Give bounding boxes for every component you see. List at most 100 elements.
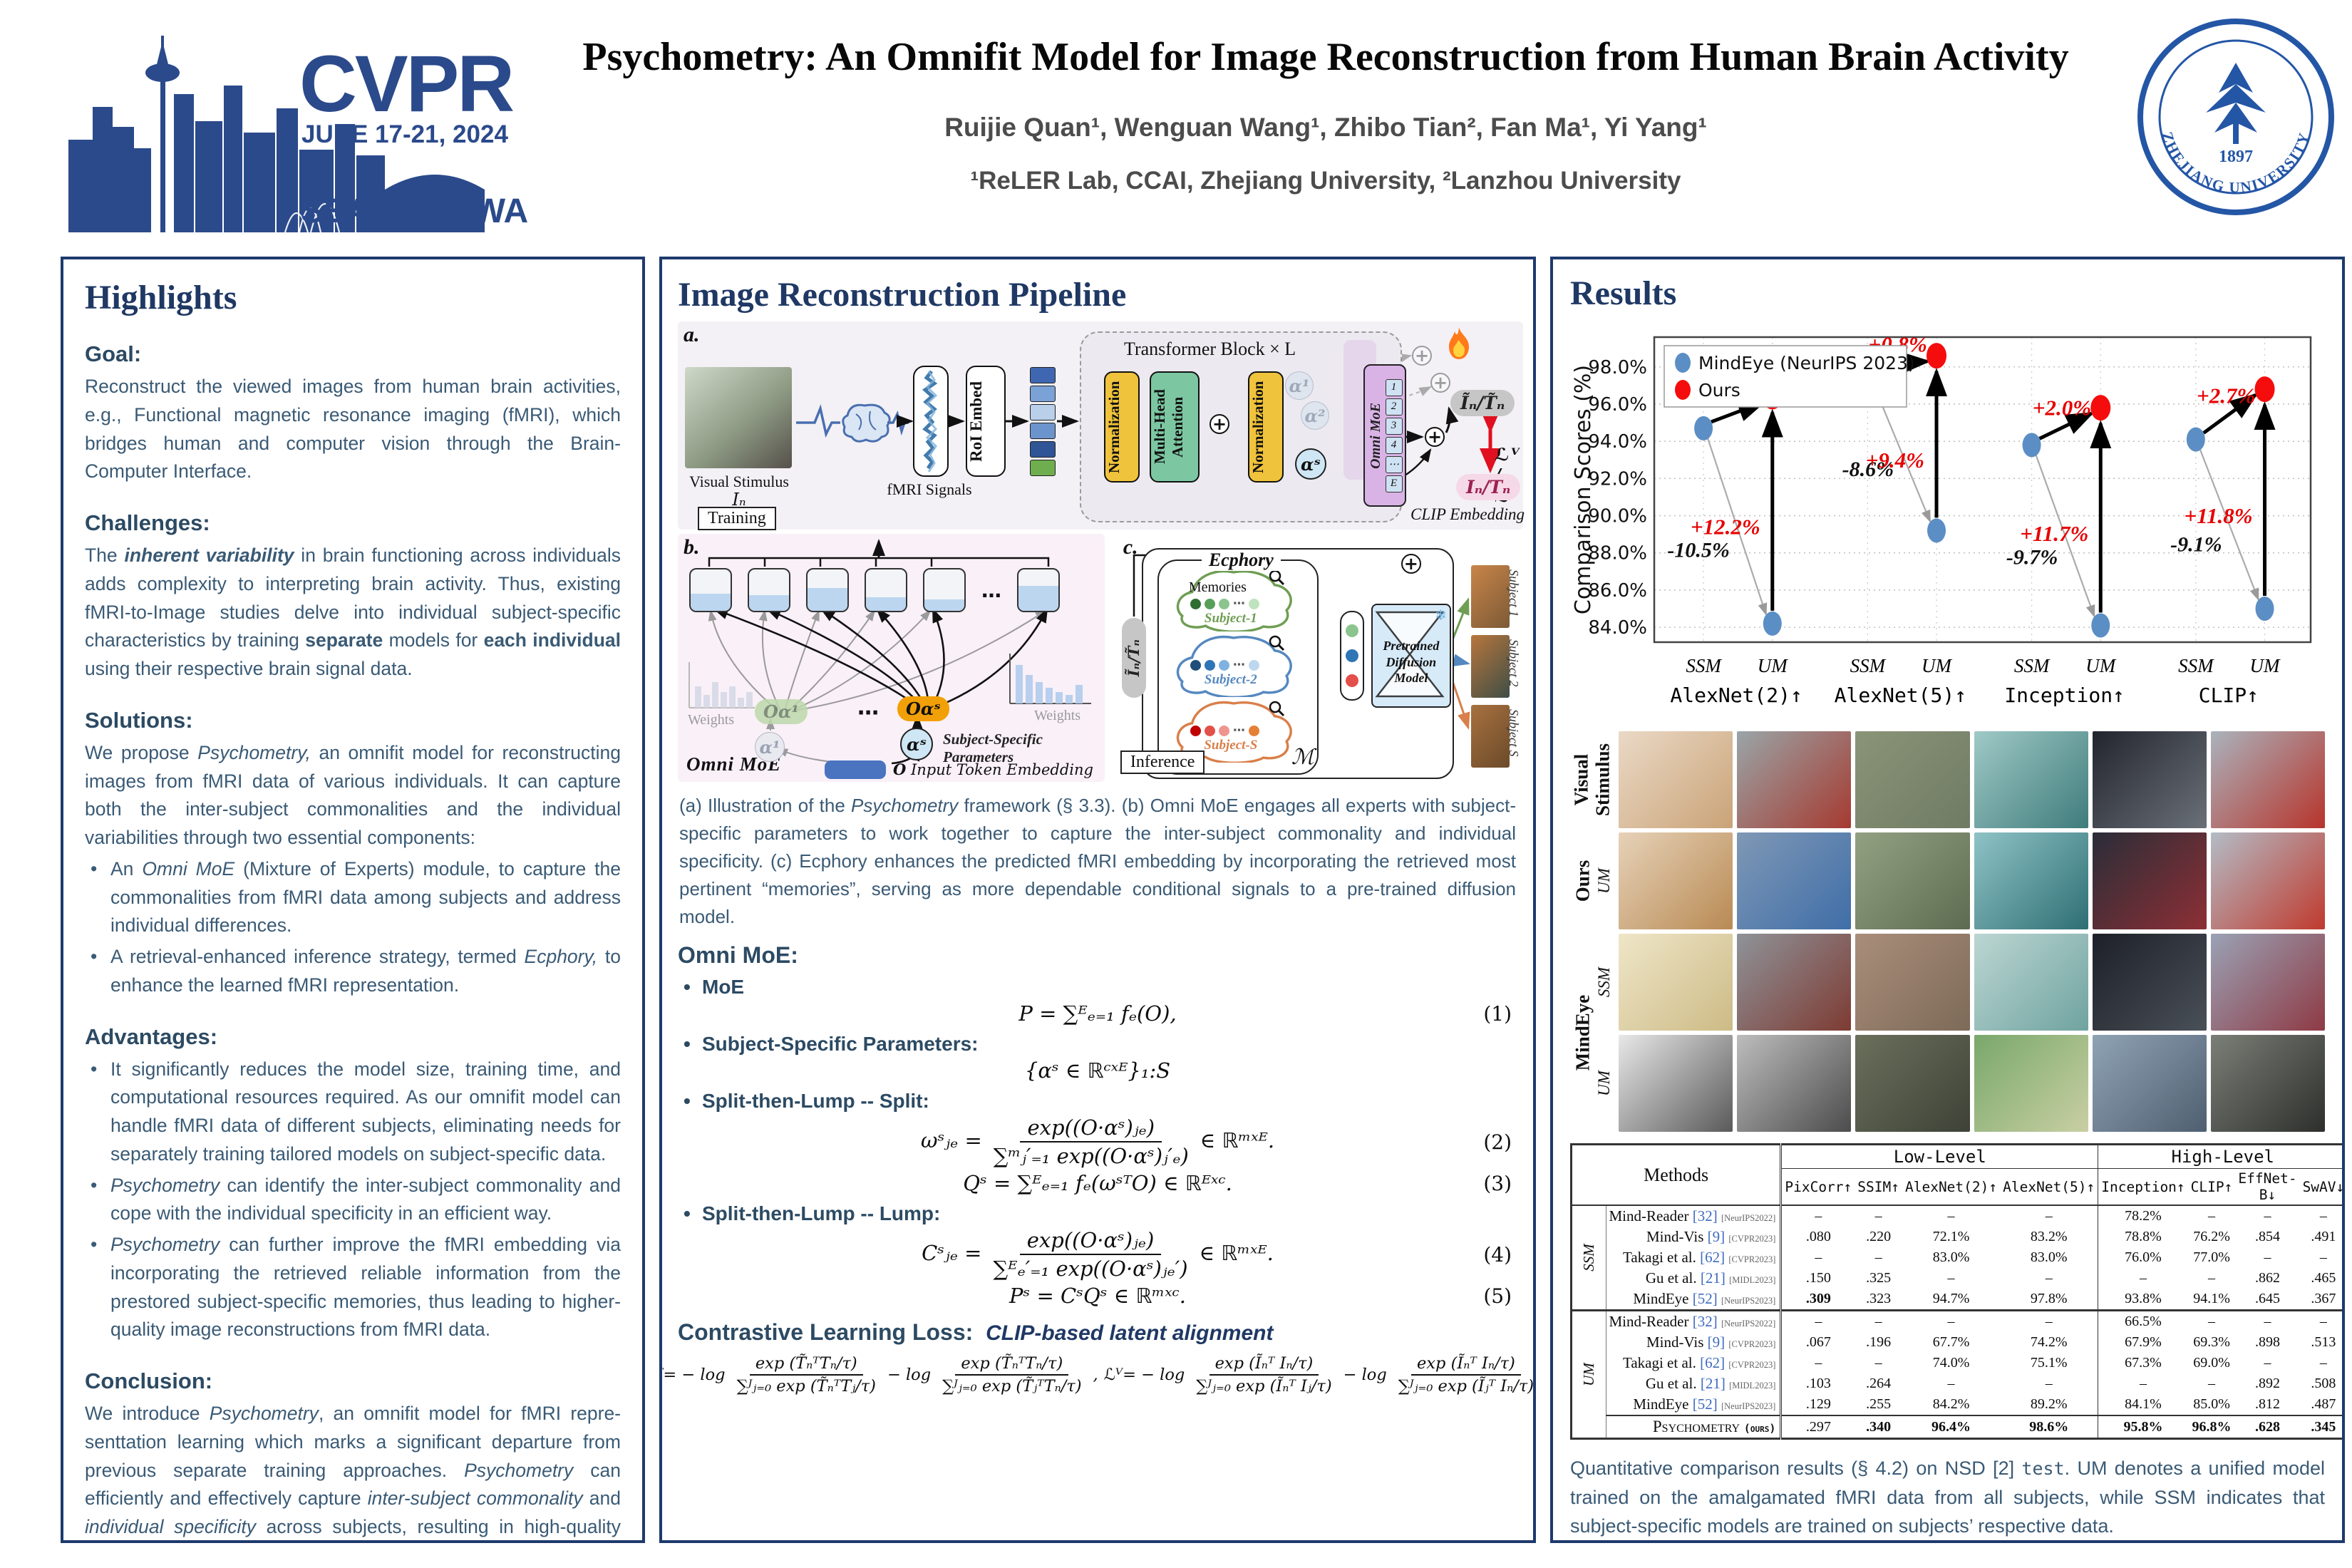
gain-vs-um-label: +11.8% [2184,503,2252,528]
metric-value: 78.2% [2098,1205,2188,1227]
ours-point [1927,343,1947,369]
metric-value: .892 [2254,1376,2280,1391]
roi-token [1030,404,1056,421]
metric-value: 78.8% [2098,1227,2188,1247]
alpha-2-ghost: α² [1301,401,1329,430]
inference-label: Inference [1120,751,1205,774]
metric-value: .067 [1805,1334,1831,1350]
mindeye-ssm-point [2022,433,2041,458]
table-column-header: PixCorr↑ [1780,1168,1855,1206]
ours-point [2090,395,2111,421]
metric-value: – [1815,1249,1822,1265]
metric-value: 97.8% [2030,1291,2068,1306]
gates-ellipsis: ⋯ [857,701,879,726]
metric-value: 77.0% [2193,1249,2230,1265]
expert-E: E [1017,568,1060,612]
metric-value: 67.7% [1932,1334,1970,1350]
metric-value: 96.4% [1902,1415,2001,1439]
table-row: Mind-Vis [9] [CVPR2023] .067 .196 67.7% 74.2… [1572,1332,2343,1353]
gallery-image-r3-c3 [1855,934,1970,1031]
memory-dot [1190,725,1201,736]
table-row: MindEye [52] [NeurIPS2023] .129 .255 84.2% 8… [1572,1394,2343,1415]
memory-dot [1248,598,1259,609]
metric-value: .491 [2311,1229,2336,1244]
metric-value: .854 [2254,1229,2280,1244]
memory-dot [1248,659,1259,671]
chart-legend [1664,345,1907,408]
table-high-level-group: High-Level [2098,1144,2342,1169]
metric-value: .150 [1805,1270,1831,1286]
flame-icon [1449,327,1469,359]
table-row: Takagi et al. [62] [CVPR2023] – – 74.0% 75.1… [1572,1353,2343,1373]
x-group-label: Inception↑ [2004,684,2125,707]
legend-ours: Ours [1698,380,1740,401]
metric-value: .103 [1805,1376,1831,1391]
expert-1: 1 [689,568,732,612]
memory-dots-1: ⋯ [1190,658,1259,672]
memory-dot [1190,598,1201,609]
table-low-level-group: Low-Level [1780,1144,2098,1169]
challenges-heading: Challenges: [85,510,210,535]
goal-text: Reconstruct the viewed images from human… [85,376,621,483]
gallery-image-r4-c3 [1855,1035,1970,1132]
expert-3: 3 [806,568,849,612]
results-table: Methods Low-Level High-Level PixCorr↑ SSIM↑ A… [1570,1143,2343,1440]
table-methods-header: Methods [1571,1144,1783,1206]
metric-value: 74.0% [1932,1355,1970,1371]
magnifier-icon [1269,701,1284,717]
metric-value: .129 [1805,1396,1831,1412]
solutions-text: We propose Psychometry, an omnifit model… [85,741,621,848]
figure-c-tag: c. [1123,535,1138,559]
conclusion-heading: Conclusion: [85,1368,213,1393]
table-row: Takagi et al. [62] [CVPR2023] – – 83.0% 83.0… [1572,1247,2343,1268]
memory-set-symbol: ℳ [1291,745,1314,770]
metric-value: – [1947,1270,1955,1286]
ssm-to-um-drop-label: -9.1% [2170,532,2222,556]
equation-2: ωˢⱼₑ = exp((O·αˢ)ⱼₑ) ∑ᵐⱼ′₌₁ exp((O·αˢ)ⱼ′ₑ)… [920,1115,1512,1168]
metric-value: – [2299,1309,2342,1332]
gallery-image-r2-c1 [1619,832,1733,929]
metric-value: .323 [1866,1291,1892,1306]
gallery-image-r1-c2 [1737,731,1852,828]
pipeline-title: Image Reconstruction Pipeline [678,276,1127,314]
metric-value: – [1780,1309,1855,1332]
table-column-header: CLIP↑ [2187,1168,2236,1206]
y-axis-title: Comparison Scores (%) [1571,365,1596,614]
metric-value: .297 [1780,1415,1855,1439]
metric-value: .340 [1855,1415,1902,1439]
pretrained-diffusion-model: ❄ Pretrained Diffusion Model [1371,604,1451,708]
gallery-image-r3-c1 [1619,934,1733,1031]
zju-seal: ZHEJIANG UNIVERSITY 1897 [2137,19,2334,215]
metric-value: – [1874,1355,1882,1371]
metric-value: 67.3% [2098,1353,2188,1373]
gallery-image-r1-c4 [1974,731,2088,828]
metric-value: – [2045,1376,2053,1391]
diffusion-model-label: Pretrained Diffusion Model [1383,639,1440,685]
x-sublabel-um: UM [1922,655,1952,676]
experts-ellipsis: … [981,578,1001,602]
comparison-chart: 98.0% 96.0% 94.0% 92.0% 90.0% 88.0% 86.0% 84.0%… [1570,320,2325,724]
x-sublabel-ssm: SSM [1686,655,1722,676]
alpha-s-circle: αˢ [1295,448,1326,480]
lump-bullet: Split-then-Lump -- Lump: [678,1202,1517,1225]
advantages-heading: Advantages: [85,1023,218,1049]
challenges-text: The inherent variability in brain functi… [85,545,621,679]
cvpr-logo: CVPR JUNE 17-21, 2024 SEATTLE, WA [68,36,528,233]
equation-5: Pˢ = CˢQˢ ∈ ℝᵐˣᶜ. (5) [1009,1284,1512,1308]
training-label: Training [698,507,776,530]
subject-s-memory-brain: ⋯ Subject-S [1170,699,1299,763]
mindeye-um-point [2255,597,2274,621]
metric-value: 94.1% [2193,1291,2230,1306]
metric-value: 69.3% [2193,1334,2230,1350]
method-name: Psychometry (ours) [1606,1415,1783,1439]
expert-token: 4 [1385,436,1403,454]
table-column-header: AlexNet(2)↑ [1902,1168,2001,1206]
gallery-image-r1-c6 [2210,731,2325,828]
ssm-to-um-arrow [2199,449,2259,602]
moe-bullet: MoE [678,976,1517,999]
gain-vs-um-label: +11.7% [2020,521,2088,546]
metric-value: 98.6% [2000,1415,2098,1439]
metric-value: – [2000,1309,2098,1332]
multi-head-attention-block: Multi-Head Attention [1150,371,1200,483]
method-name: MindEye [52] [NeurIPS2023] [1606,1394,1783,1415]
